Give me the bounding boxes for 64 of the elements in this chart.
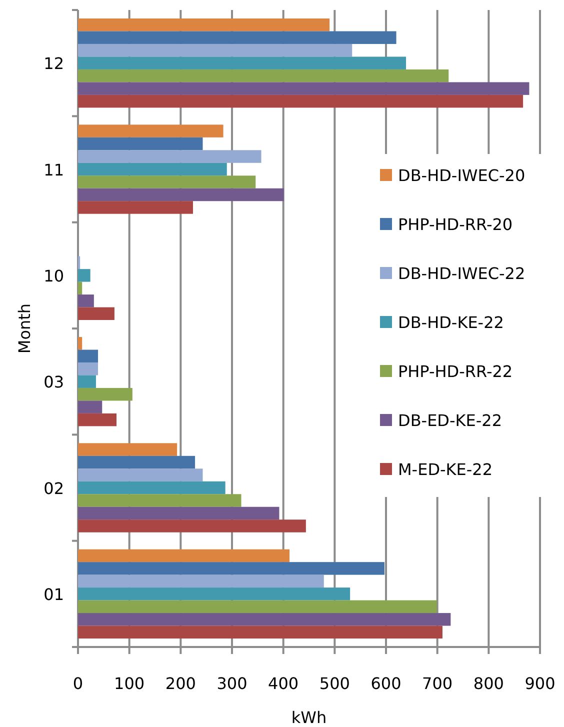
legend-label: DB-ED-KE-22 — [398, 411, 502, 430]
x-tick-label: 900 — [524, 674, 556, 693]
bar — [78, 336, 82, 350]
y-tick-label: 01 — [44, 584, 64, 604]
bar — [78, 362, 98, 376]
bar — [78, 588, 350, 600]
bar — [78, 443, 178, 456]
x-tick-label: 400 — [268, 674, 299, 693]
y-tick-label: 03 — [44, 372, 64, 392]
bar — [78, 388, 132, 401]
y-tick-label: 11 — [44, 160, 64, 180]
legend-label: DB-HD-IWEC-20 — [398, 166, 526, 185]
x-tick-label: 100 — [114, 674, 145, 693]
y-tick-label: 10 — [44, 266, 64, 286]
bar — [78, 468, 203, 482]
x-tick-label: 300 — [216, 674, 248, 693]
bar — [78, 574, 324, 588]
bar — [78, 124, 224, 138]
x-tick-label: 600 — [370, 674, 402, 693]
bar — [78, 56, 406, 70]
legend-label: DB-HD-IWEC-22 — [398, 264, 526, 283]
bar — [78, 506, 280, 520]
bar — [78, 18, 330, 32]
bar — [78, 350, 98, 362]
x-tick-label: 200 — [165, 674, 196, 693]
bar — [78, 282, 82, 295]
bar — [78, 600, 437, 614]
y-axis-title: Month — [15, 303, 34, 354]
bar — [78, 400, 102, 414]
bar — [78, 176, 256, 188]
bar — [78, 494, 242, 507]
bar — [78, 375, 96, 388]
bar — [78, 562, 384, 575]
bar — [78, 69, 449, 82]
bar — [78, 626, 442, 639]
x-tick-label: 700 — [422, 674, 453, 693]
bar — [78, 294, 94, 308]
bar — [78, 137, 203, 150]
bar — [78, 269, 90, 282]
y-tick-label: 12 — [44, 54, 64, 74]
legend-label: PHP-HD-RR-20 — [398, 215, 513, 234]
bar — [78, 613, 451, 626]
x-axis-title: kWh — [291, 708, 327, 727]
bar — [78, 413, 116, 426]
bar — [78, 481, 226, 494]
bar — [78, 31, 396, 44]
bar — [78, 94, 524, 108]
legend-label: M-ED-KE-22 — [398, 460, 493, 479]
bar — [78, 150, 262, 163]
bar — [78, 456, 196, 469]
legend-label: DB-HD-KE-22 — [398, 313, 504, 332]
legend-label: PHP-HD-RR-22 — [398, 362, 513, 381]
x-tick-label: 0 — [72, 674, 84, 693]
y-tick-label: 02 — [44, 478, 64, 498]
bar — [78, 82, 530, 95]
bar — [78, 162, 227, 176]
bar — [78, 549, 290, 562]
bar — [78, 201, 193, 214]
x-tick-label: 800 — [473, 674, 504, 693]
bar — [78, 520, 306, 532]
bar — [78, 44, 352, 57]
bar — [78, 188, 284, 202]
bar — [78, 307, 114, 320]
x-tick-label: 500 — [319, 674, 350, 693]
